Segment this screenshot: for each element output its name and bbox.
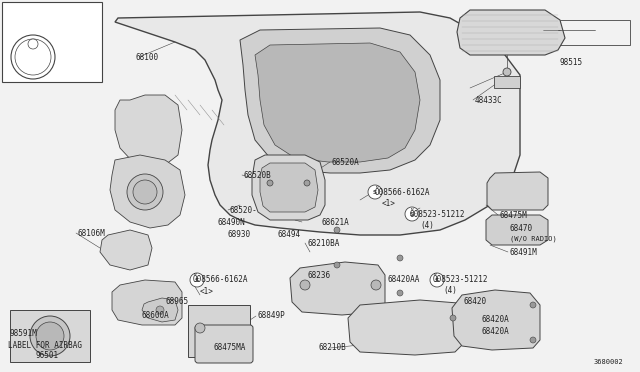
Text: S: S: [410, 212, 414, 217]
Polygon shape: [112, 280, 182, 325]
Text: 68420A: 68420A: [482, 315, 509, 324]
Text: S: S: [435, 278, 439, 282]
Text: <1>: <1>: [382, 199, 396, 208]
Circle shape: [503, 68, 511, 76]
Text: 68520B: 68520B: [244, 170, 272, 180]
Polygon shape: [260, 163, 318, 212]
Text: 68965: 68965: [165, 298, 188, 307]
Text: 68210BA: 68210BA: [308, 238, 340, 247]
Circle shape: [397, 255, 403, 261]
Circle shape: [530, 337, 536, 343]
Text: 68494: 68494: [278, 230, 301, 238]
Text: Õ08523-51212: Õ08523-51212: [410, 209, 465, 218]
Text: <1>: <1>: [200, 286, 214, 295]
Polygon shape: [348, 300, 465, 355]
Polygon shape: [240, 28, 440, 173]
Text: (4): (4): [420, 221, 434, 230]
Text: 68420A: 68420A: [482, 327, 509, 337]
Circle shape: [267, 180, 273, 186]
Text: 68600A: 68600A: [141, 311, 169, 320]
Bar: [494, 76, 520, 88]
Circle shape: [127, 174, 163, 210]
Circle shape: [368, 185, 382, 199]
Polygon shape: [115, 12, 520, 235]
Text: (W/O RADIO): (W/O RADIO): [510, 236, 557, 242]
FancyBboxPatch shape: [195, 325, 253, 363]
Text: 98515: 98515: [560, 58, 583, 67]
Text: 68621A: 68621A: [322, 218, 349, 227]
Circle shape: [195, 323, 205, 333]
Circle shape: [371, 280, 381, 290]
Circle shape: [36, 322, 64, 350]
Circle shape: [30, 316, 70, 356]
Text: 68475M: 68475M: [500, 211, 528, 219]
Polygon shape: [252, 155, 325, 220]
Text: 68849P: 68849P: [258, 311, 285, 321]
Polygon shape: [452, 290, 540, 350]
Circle shape: [156, 306, 164, 314]
Text: 3680002: 3680002: [594, 359, 624, 365]
Text: 68475MA: 68475MA: [214, 343, 246, 353]
Text: 68420AA: 68420AA: [387, 276, 419, 285]
Text: 48433C: 48433C: [475, 96, 503, 105]
Circle shape: [430, 273, 444, 287]
Circle shape: [304, 180, 310, 186]
Polygon shape: [110, 155, 185, 228]
Text: 68470: 68470: [510, 224, 533, 232]
Polygon shape: [142, 298, 178, 322]
Text: 68236: 68236: [308, 270, 331, 279]
Text: (4): (4): [443, 286, 457, 295]
Polygon shape: [486, 215, 548, 245]
Polygon shape: [115, 95, 182, 168]
Circle shape: [334, 262, 340, 268]
Text: 68930: 68930: [228, 230, 251, 238]
Text: S: S: [373, 189, 377, 195]
Text: 68210B: 68210B: [318, 343, 346, 353]
Text: 68420: 68420: [463, 298, 486, 307]
Bar: [188, 305, 250, 357]
Text: 68100: 68100: [135, 52, 158, 61]
Polygon shape: [487, 172, 548, 210]
Text: 96501: 96501: [35, 350, 59, 359]
Circle shape: [334, 227, 340, 233]
Text: Õ08523-51212: Õ08523-51212: [433, 276, 488, 285]
Circle shape: [450, 315, 456, 321]
Circle shape: [28, 39, 38, 49]
Text: 68491M: 68491M: [510, 247, 538, 257]
Text: 68106M: 68106M: [78, 228, 106, 237]
Text: 68520A: 68520A: [332, 157, 360, 167]
Circle shape: [190, 273, 204, 287]
Bar: [10, 310, 90, 362]
Text: 68520-: 68520-: [230, 205, 258, 215]
Circle shape: [133, 180, 157, 204]
Text: S: S: [195, 278, 199, 282]
Text: Õ08566-6162A: Õ08566-6162A: [193, 276, 248, 285]
Circle shape: [11, 35, 55, 79]
Text: LABEL FOR AIRBAG: LABEL FOR AIRBAG: [8, 340, 82, 350]
Polygon shape: [255, 43, 420, 162]
Polygon shape: [100, 230, 152, 270]
Text: 98591M: 98591M: [9, 328, 37, 337]
Polygon shape: [457, 10, 565, 55]
Bar: [560, 20, 630, 45]
Text: 68490N: 68490N: [218, 218, 246, 227]
Polygon shape: [290, 262, 385, 315]
Circle shape: [530, 302, 536, 308]
Circle shape: [405, 207, 419, 221]
Circle shape: [397, 290, 403, 296]
Bar: [2, 2, 102, 82]
Text: Õ08566-6162A: Õ08566-6162A: [375, 187, 431, 196]
Circle shape: [15, 39, 51, 75]
Circle shape: [300, 280, 310, 290]
